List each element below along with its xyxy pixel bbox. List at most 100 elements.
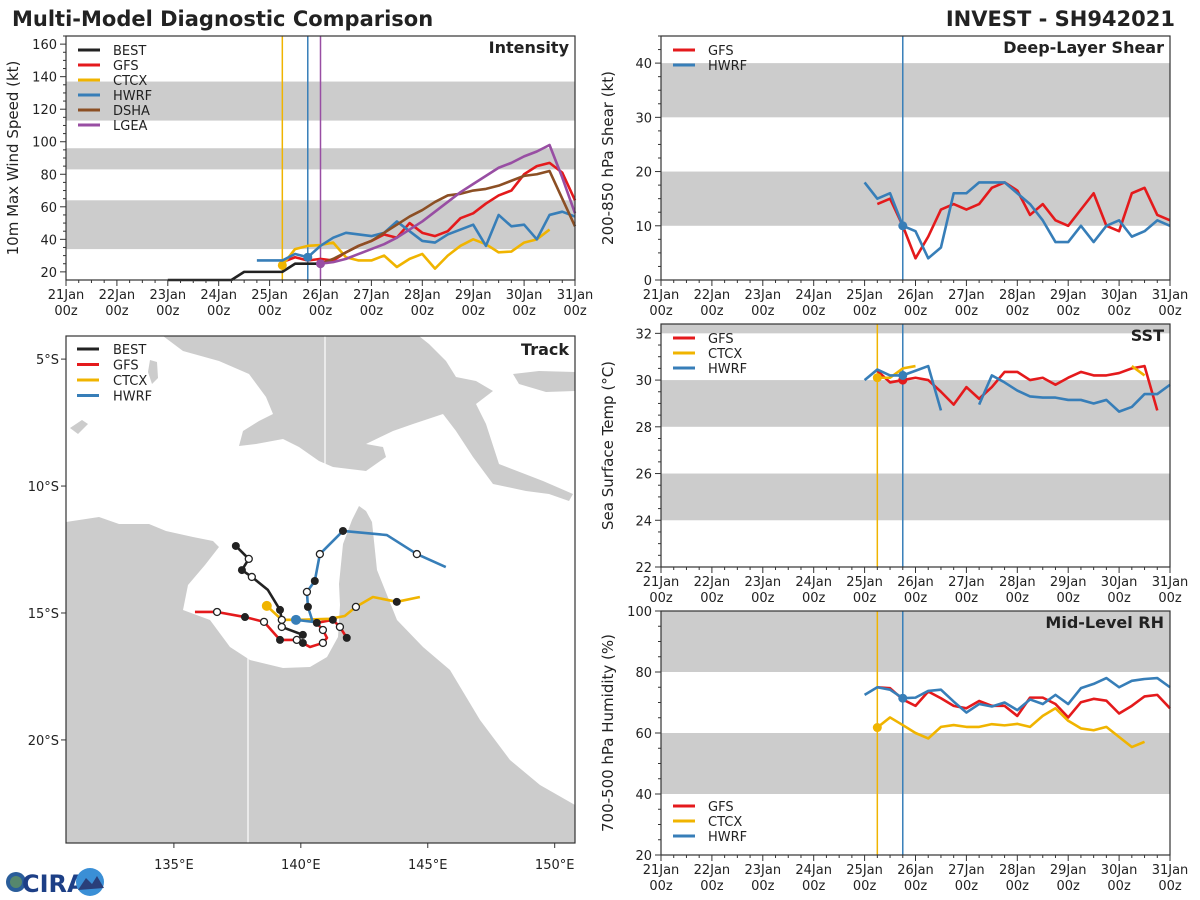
track-start-marker-hwrf [291, 614, 302, 625]
x-tick-hour: 00z [751, 591, 775, 606]
y-tick-label: 28 [635, 421, 652, 436]
x-tick-label: 28Jan 00z [999, 575, 1036, 606]
y-tick-label: 20 [40, 266, 57, 281]
x-tick-hour: 00z [802, 304, 826, 319]
x-tick-hour: 00z [462, 304, 486, 319]
x-tick-hour: 00z [751, 304, 775, 319]
init-marker-hwrf [898, 693, 908, 703]
track-marker-filled [240, 613, 249, 622]
x-tick-date: 23Jan [745, 863, 782, 878]
legend-label-gfs: GFS [708, 44, 734, 59]
y-tick-label: 140 [32, 71, 57, 86]
x-tick-label: 25Jan 00z [846, 863, 883, 894]
x-tick-hour: 00z [1107, 591, 1131, 606]
x-tick-label: 29Jan 00z [455, 288, 492, 319]
track-marker-filled [392, 597, 401, 606]
legend-label-ctcx: CTCX [708, 815, 742, 830]
track-marker-filled [338, 526, 347, 535]
legend-label-gfs: GFS [708, 332, 734, 347]
x-tick-date: 21Jan [643, 863, 680, 878]
land-new-guinea [163, 336, 573, 501]
y-axis-label: Sea Surface Temp (°C) [599, 361, 617, 530]
series-line-hwrf [863, 676, 1171, 714]
x-tick-label: 22Jan 00z [99, 288, 136, 319]
x-tick-date: 21Jan [643, 575, 680, 590]
track-marker-open [212, 607, 222, 617]
y-tick-label: 100 [627, 605, 652, 620]
x-tick-date: 22Jan [99, 288, 136, 303]
panel-title: SST [1131, 326, 1164, 345]
x-tick-label: 31Jan 00z [1152, 288, 1189, 319]
x-tick-hour: 00z [649, 304, 673, 319]
x-tick-hour: 00z [700, 879, 724, 894]
x-tick-hour: 00z [955, 304, 979, 319]
x-tick-label: 23Jan 00z [745, 288, 782, 319]
y-axis-label: 200-850 hPa Shear (kt) [599, 71, 617, 245]
x-tick-date: 25Jan [846, 288, 883, 303]
x-tick-label: 24Jan 00z [795, 575, 832, 606]
x-tick-date: 28Jan [999, 575, 1036, 590]
x-tick-label: 24Jan 00z [795, 288, 832, 319]
x-tick-hour: 00z [1057, 879, 1081, 894]
y-tick-label: 80 [635, 666, 652, 681]
y-tick-label: 32 [635, 327, 652, 342]
x-tick-hour: 00z [309, 304, 333, 319]
y-axis-label: 700-500 hPa Humidity (%) [599, 634, 617, 832]
x-tick-hour: 00z [853, 304, 877, 319]
legend-label-dsha: DSHA [113, 104, 150, 119]
x-tick-label: 29Jan 00z [1050, 288, 1087, 319]
x-tick-label: 25Jan 00z [251, 288, 288, 319]
x-tick-date: 24Jan [200, 288, 237, 303]
shaded-band [661, 324, 1170, 334]
x-tick-hour: 00z [955, 591, 979, 606]
x-tick-date: 30Jan [1101, 863, 1138, 878]
series-line-gfs [876, 364, 1159, 411]
panel-title: Deep-Layer Shear [1003, 38, 1164, 57]
track-marker-open [277, 622, 286, 632]
x-tick-date: 28Jan [999, 288, 1036, 303]
x-tick-label: 26Jan 00z [302, 288, 339, 319]
panel-title: Intensity [489, 38, 570, 57]
x-tick-label: 21Jan 00z [48, 288, 85, 319]
x-tick-label: 24Jan 00z [795, 863, 832, 894]
track-line-hwrf [295, 529, 447, 624]
x-tick-hour: 00z [904, 591, 928, 606]
x-tick-date: 31Jan [1152, 863, 1189, 878]
x-tick-label: 21Jan 00z [643, 288, 680, 319]
y-tick-label: 60 [635, 727, 652, 742]
x-tick-label: 23Jan 00z [745, 575, 782, 606]
lat-tick-label: 5°S [36, 353, 59, 368]
x-tick-hour: 00z [563, 304, 587, 319]
x-tick-label: 30Jan 00z [506, 288, 543, 319]
x-tick-date: 31Jan [1152, 288, 1189, 303]
lon-tick-label: 135°E [154, 858, 194, 873]
legend-label-hwrf: HWRF [113, 390, 152, 405]
x-tick-hour: 00z [411, 304, 435, 319]
y-tick-label: 24 [635, 514, 652, 529]
y-axis-label: 10m Max Wind Speed (kt) [4, 61, 22, 256]
x-tick-label: 29Jan 00z [1050, 575, 1087, 606]
x-tick-label: 27Jan 00z [948, 288, 985, 319]
x-tick-label: 29Jan 00z [1050, 863, 1087, 894]
x-tick-hour: 00z [1057, 591, 1081, 606]
track-marker-filled [298, 638, 307, 647]
x-tick-date: 27Jan [948, 575, 985, 590]
lon-tick-label: 150°E [535, 858, 575, 873]
track-marker-filled [312, 618, 321, 627]
y-tick-label: 30 [635, 111, 652, 126]
shaded-band [661, 380, 1170, 427]
x-tick-date: 27Jan [948, 863, 985, 878]
x-tick-label: 23Jan 00z [745, 863, 782, 894]
series-line-gfs [877, 685, 1171, 719]
x-tick-date: 22Jan [694, 575, 731, 590]
x-tick-label: 27Jan 00z [353, 288, 390, 319]
x-tick-label: 22Jan 00z [694, 575, 731, 606]
logo-text: CIRA [22, 870, 86, 898]
panel-title: Mid-Level RH [1045, 613, 1164, 632]
y-tick-label: 120 [32, 103, 57, 118]
x-tick-label: 23Jan 00z [150, 288, 187, 319]
x-tick-hour: 00z [1107, 304, 1131, 319]
track-marker-open [247, 572, 256, 582]
